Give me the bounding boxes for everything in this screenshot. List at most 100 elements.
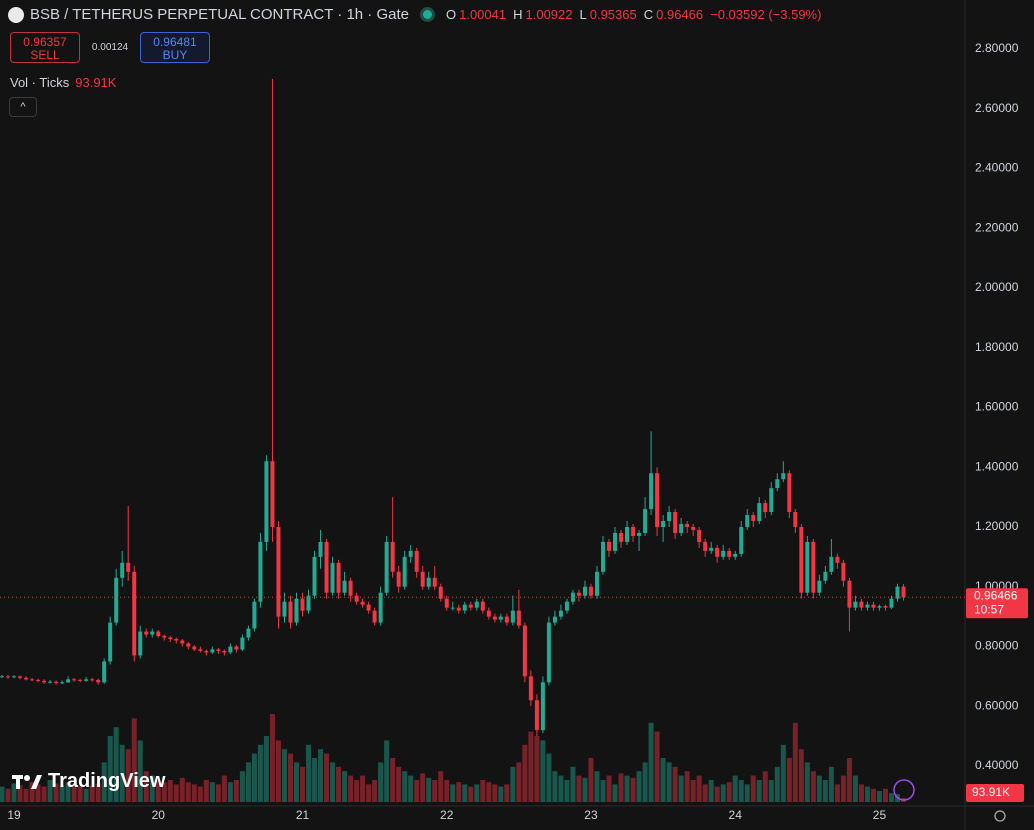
candle-body [901,586,906,598]
candles [0,78,906,737]
volume-bar [59,785,65,802]
volume-bar [798,749,804,802]
candle-body [342,580,347,593]
volume-bar [269,714,275,802]
volume-bar [257,744,263,802]
collapse-button[interactable]: ^ [9,97,37,117]
candle-body [42,680,47,683]
candle-body [198,649,203,651]
candle-body [138,631,143,656]
volume-bar [444,780,450,802]
volume-bar [822,780,828,802]
volume-bar [402,771,408,802]
candle-body [625,526,630,542]
candle-body [679,523,684,533]
volume-tag [966,784,1024,802]
volume-bar [426,777,432,802]
candle-body [420,571,425,587]
volume-bar [65,782,71,802]
buy-button[interactable]: 0.96481 BUY [140,32,210,63]
candle-body [673,512,678,533]
volume-bar [714,786,720,802]
x-tick-label: 24 [729,808,743,822]
candle-body [601,541,605,572]
volume-bar [185,782,191,802]
candle-body [78,679,83,681]
candle-body [829,556,834,572]
candle-body [108,622,113,662]
candle-body [450,607,455,609]
candle-body [853,601,858,608]
candle-body [817,580,822,593]
volume-bar [660,758,666,802]
candle-body [156,631,161,637]
ohlc-value: 1.00041 [459,7,507,22]
sell-label: SELL [30,48,60,62]
volume-bar [414,780,420,802]
candle-body [348,580,353,596]
volume-bar [245,762,251,802]
candle-body [805,541,810,593]
volume-bar [456,782,462,802]
volume-pane [0,714,906,802]
candle-body [775,479,780,489]
volume-bar [143,771,149,802]
sell-button[interactable]: 0.96357 SELL [10,32,80,63]
volume-bar [11,783,17,802]
volume-bar [468,786,474,802]
volume-bar [17,785,23,802]
candle-body [540,682,545,731]
volume-bar [786,758,792,802]
y-tick-label: 1.80000 [975,340,1019,354]
volume-bar [263,736,269,802]
volume-bar [360,775,366,802]
candle-body [793,512,798,527]
volume-bar [642,762,648,802]
alert-icon[interactable] [893,779,915,801]
y-tick-label: 1.40000 [975,459,1019,473]
candle-body [366,604,371,611]
candle-body [144,631,149,635]
volume-bar [744,784,750,802]
volume-bar [348,775,354,802]
y-tick-label: 1.20000 [975,519,1019,533]
volume-bar [101,762,107,802]
candle-body [637,532,642,536]
volume-bar [450,784,456,802]
volume-bar [215,784,221,802]
volume-bar [498,786,504,802]
candle-body [354,595,359,602]
volume-bar [534,736,540,802]
candle-body [228,646,233,653]
sell-price: 0.96357 [23,35,67,49]
volume-bar [281,749,287,802]
volume-bar [71,784,77,802]
volume-bar [666,762,672,802]
volume-bar [570,766,576,802]
volume-bar [330,762,336,802]
volume-bar [624,775,630,802]
volume-bar [107,736,113,802]
ohlc-value: 1.00922 [525,7,573,22]
candle-body [360,601,365,605]
candle-body [649,473,654,510]
volume-bar [720,784,726,802]
candle-body [384,541,389,593]
candle-body [6,676,11,678]
volume-bar [780,744,786,802]
candle-body [192,646,197,650]
volume-bar [840,775,846,802]
volume-bar [672,766,678,802]
candle-body [751,515,756,522]
candle-body [114,577,119,623]
volume-bar [738,780,744,802]
volume-bar [324,753,330,802]
volume-bar [336,766,342,802]
x-tick-label: 21 [296,808,310,822]
candle-body [426,577,431,587]
spread: 0.00124 [91,42,129,53]
volume-bar [0,786,5,802]
settings-icon[interactable] [994,810,1006,822]
candle-body [865,604,870,608]
symbol-icon [8,6,24,23]
